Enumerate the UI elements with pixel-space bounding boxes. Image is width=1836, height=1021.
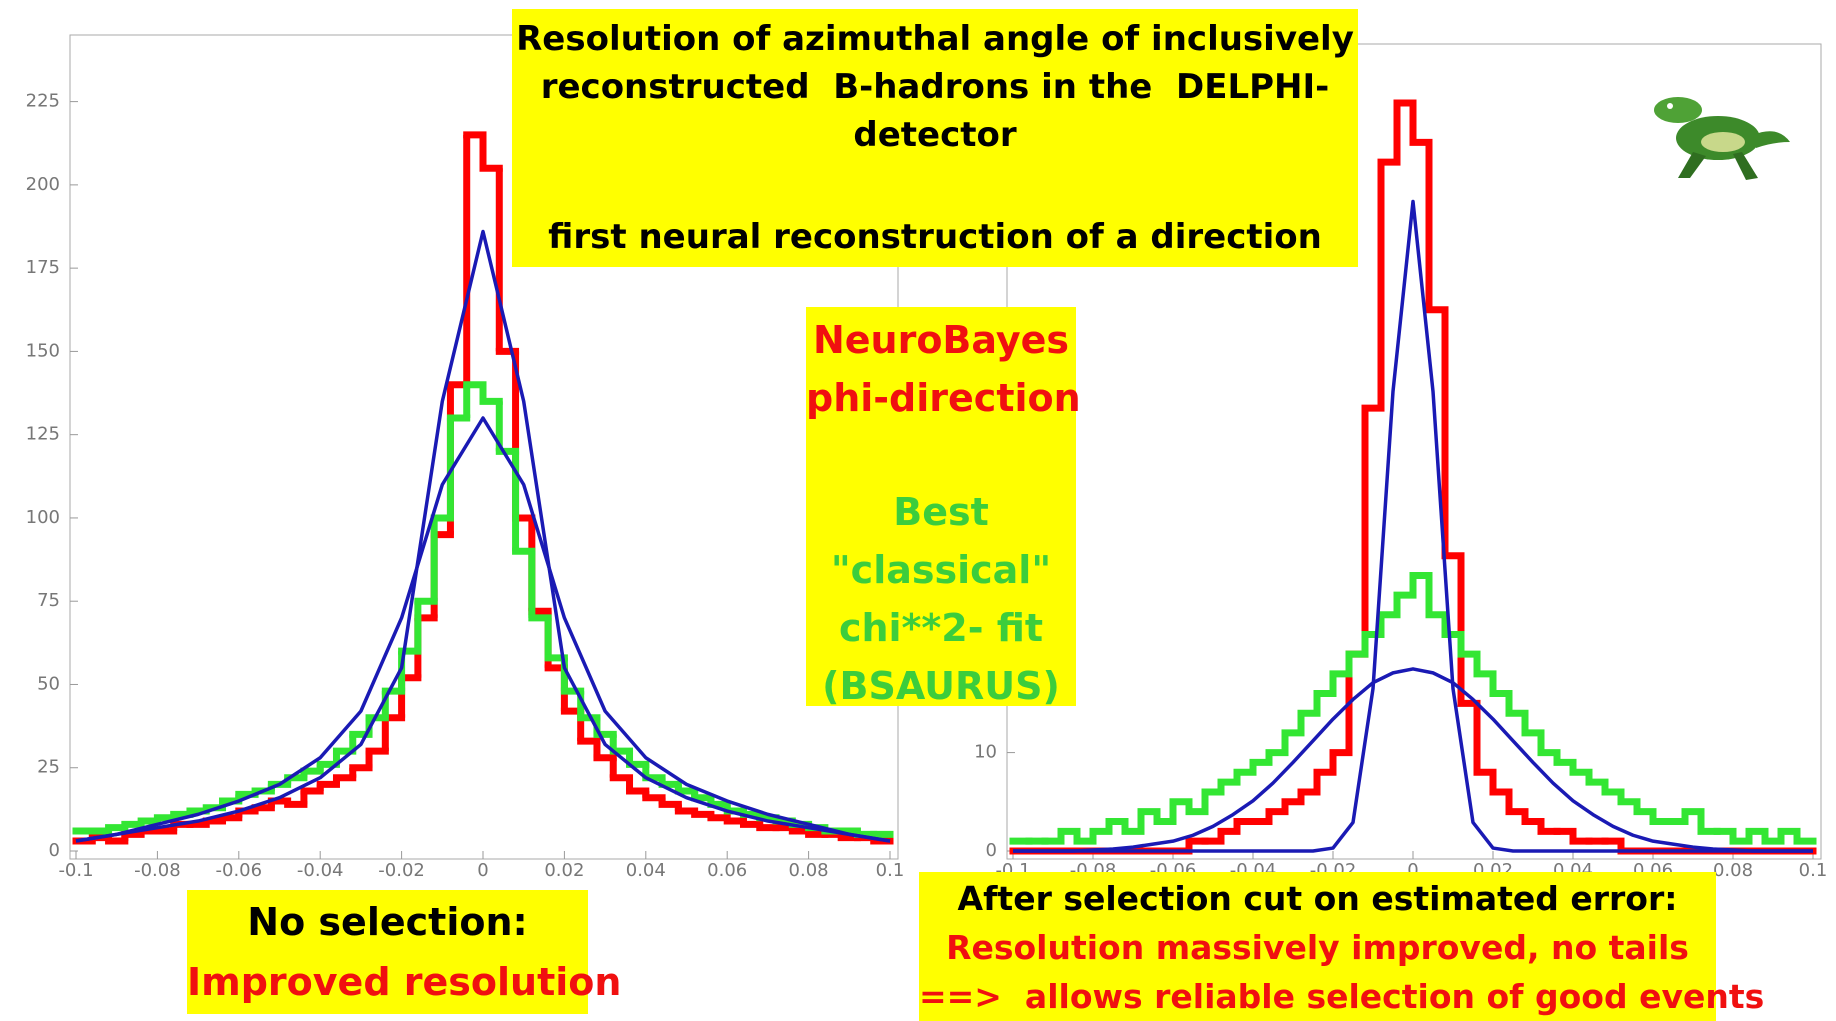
y-tick-label: 150 [26, 340, 60, 361]
legend-green: "classical" [830, 548, 1052, 592]
fit-curve [1013, 667, 1813, 853]
y-tick-label: 225 [26, 91, 60, 112]
y-tick-label: 175 [26, 257, 60, 278]
caption-line: Resolution massively improved, no tails [946, 928, 1689, 967]
x-tick-label: -0.1 [58, 860, 93, 881]
y-tick-label: 25 [37, 757, 60, 778]
y-tick-label: 200 [26, 174, 60, 195]
subtitle: first neural reconstruction of a directi… [548, 217, 1322, 257]
y-tick-label: 0 [986, 840, 997, 861]
right-caption: After selection cut on estimated error: … [919, 872, 1765, 1021]
caption-line: No selection: [247, 900, 528, 944]
fit-curve [75, 416, 891, 843]
dino-icon [1654, 97, 1790, 180]
x-tick-label: -0.04 [297, 860, 344, 881]
y-tick-label: 125 [26, 424, 60, 445]
y-tick-label: 10 [974, 742, 997, 763]
x-tick-label: 0 [1407, 860, 1418, 881]
title-line: detector [853, 115, 1017, 155]
title-line: Resolution of azimuthal angle of inclusi… [516, 19, 1354, 59]
legend-box: NeuroBayes phi-direction Best "classical… [806, 307, 1081, 708]
legend-red: phi-direction [806, 376, 1081, 420]
title-line: reconstructed B-hadrons in the DELPHI- [540, 67, 1330, 107]
x-tick-label: 0 [477, 860, 488, 881]
x-tick-label: -0.02 [378, 860, 425, 881]
x-tick-label: 0.02 [544, 860, 584, 881]
x-tick-label: -0.08 [134, 860, 181, 881]
y-tick-label: 75 [37, 590, 60, 611]
x-tick-label: 0.1 [1799, 860, 1828, 881]
caption-line: ==> allows reliable selection of good ev… [919, 977, 1765, 1016]
y-tick-label: 0 [49, 840, 60, 861]
x-tick-label: -0.06 [216, 860, 263, 881]
fit-curve [1013, 199, 1813, 853]
y-tick-label: 100 [26, 507, 60, 528]
caption-line: Improved resolution [187, 960, 622, 1004]
x-tick-label: 0.08 [1713, 860, 1753, 881]
x-tick-label: 0.04 [626, 860, 666, 881]
legend-green: Best [893, 490, 989, 534]
x-tick-label: 0.08 [789, 860, 829, 881]
legend-green: (BSAURUS) [822, 664, 1060, 708]
fit-curve [75, 229, 891, 843]
caption-line: After selection cut on estimated error: [957, 879, 1678, 918]
left-caption: No selection: Improved resolution [187, 890, 622, 1014]
x-tick-label: 0.06 [707, 860, 747, 881]
title-box: Resolution of azimuthal angle of inclusi… [512, 9, 1358, 267]
x-tick-label: 0.1 [876, 860, 905, 881]
legend-red: NeuroBayes [812, 318, 1070, 362]
y-tick-label: 50 [37, 673, 60, 694]
legend-green: chi**2- fit [838, 606, 1044, 650]
